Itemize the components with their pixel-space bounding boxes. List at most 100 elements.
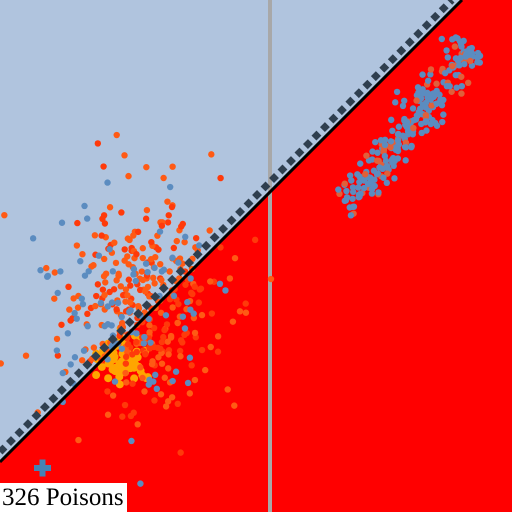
point (135, 302, 142, 310)
point (206, 227, 213, 234)
point (462, 53, 469, 60)
point (130, 374, 139, 383)
point (151, 264, 158, 272)
point (377, 137, 385, 144)
point (231, 254, 239, 262)
point (409, 105, 417, 112)
point (446, 82, 453, 90)
point (387, 138, 395, 145)
point (170, 292, 178, 300)
point (158, 222, 166, 229)
point (452, 34, 459, 41)
point (139, 374, 146, 382)
point (222, 287, 229, 294)
point (381, 141, 389, 149)
point (184, 379, 192, 387)
point (106, 246, 113, 253)
point (141, 388, 148, 395)
caption: 326 Poisons (0, 483, 127, 512)
point (422, 104, 429, 111)
point (74, 219, 81, 227)
point (137, 364, 144, 371)
point (127, 307, 134, 314)
point (85, 268, 92, 275)
point (399, 102, 407, 110)
point (198, 346, 206, 354)
point (139, 254, 146, 262)
point (157, 309, 165, 316)
point (99, 215, 106, 223)
point (392, 146, 400, 154)
point (164, 398, 172, 405)
point (93, 292, 100, 300)
point (350, 203, 358, 210)
point (251, 236, 259, 244)
point (146, 322, 153, 329)
point (152, 371, 159, 379)
point (429, 116, 436, 124)
point (461, 60, 468, 68)
point (160, 174, 167, 182)
point (151, 280, 158, 287)
point (44, 272, 52, 280)
point (122, 298, 129, 305)
point (197, 285, 205, 292)
point (452, 71, 459, 79)
point (79, 250, 86, 258)
point (467, 57, 474, 65)
point (151, 397, 158, 404)
point (413, 97, 420, 104)
point (143, 163, 150, 171)
point (160, 266, 168, 273)
point (216, 280, 224, 288)
point (53, 347, 61, 354)
point (170, 244, 178, 252)
point (178, 223, 185, 230)
point (133, 338, 140, 346)
point (208, 151, 215, 158)
point (460, 37, 467, 45)
point (179, 313, 187, 320)
point (145, 315, 152, 323)
point (101, 220, 109, 227)
point (104, 388, 111, 395)
point (181, 325, 189, 332)
point (164, 219, 172, 226)
point (375, 157, 382, 165)
point (155, 246, 162, 253)
point (177, 353, 184, 360)
point (156, 228, 164, 235)
point (142, 260, 150, 267)
point (102, 279, 109, 286)
point (427, 71, 434, 78)
point (139, 276, 147, 284)
point (90, 262, 97, 269)
plus-marker (34, 459, 51, 477)
point (188, 362, 195, 369)
point (84, 310, 91, 318)
point (145, 381, 152, 388)
point (161, 374, 168, 381)
point (111, 239, 118, 246)
point (79, 300, 87, 308)
point (408, 142, 415, 150)
point (143, 206, 151, 214)
point (368, 190, 376, 197)
point (427, 96, 434, 103)
point (349, 184, 357, 191)
point (417, 105, 424, 112)
point (382, 157, 390, 165)
point (402, 157, 409, 164)
point (388, 116, 395, 124)
point (387, 144, 394, 151)
point (363, 152, 370, 159)
point (365, 157, 373, 164)
point (427, 66, 435, 73)
point (65, 283, 72, 291)
point (157, 391, 165, 398)
point (153, 385, 161, 393)
point (129, 380, 136, 387)
point (66, 306, 73, 313)
point (150, 324, 158, 332)
point (111, 378, 119, 385)
